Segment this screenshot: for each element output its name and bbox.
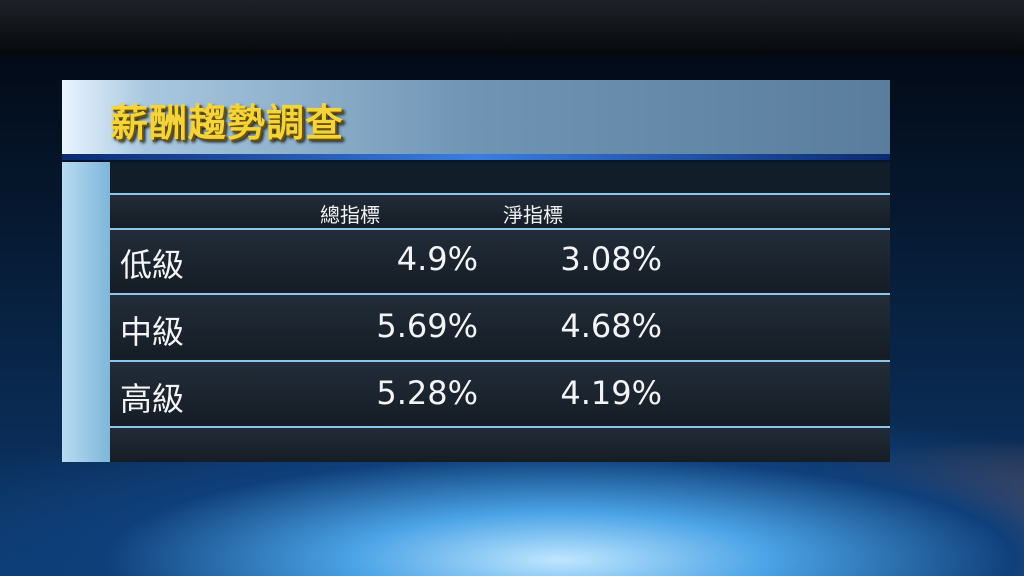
row-label: 中級 bbox=[120, 313, 185, 351]
table-row: 低級 4.9% 3.08% bbox=[110, 228, 890, 292]
net-value: 4.19% bbox=[560, 374, 662, 412]
table-header-row: 總指標 淨指標 bbox=[110, 193, 890, 227]
title-bar: 薪酬趨勢調查 bbox=[62, 80, 890, 154]
table-row: 高級 5.28% 4.19% bbox=[110, 360, 890, 425]
side-strip bbox=[62, 162, 110, 462]
net-value: 4.68% bbox=[560, 307, 662, 345]
panel-title: 薪酬趨勢調查 bbox=[110, 101, 345, 145]
header-total: 總指標 bbox=[320, 203, 380, 227]
background-top-bar bbox=[0, 0, 1024, 55]
total-value: 5.28% bbox=[376, 374, 478, 412]
table-footer-row bbox=[110, 426, 890, 462]
row-label: 高級 bbox=[120, 380, 185, 418]
title-divider bbox=[62, 154, 890, 160]
net-value: 3.08% bbox=[560, 240, 662, 278]
table-row: 中級 5.69% 4.68% bbox=[110, 293, 890, 359]
info-panel: 薪酬趨勢調查 總指標 淨指標 低級 4.9% 3.08% 中級 5.69% 4.… bbox=[62, 80, 890, 462]
header-net: 淨指標 bbox=[503, 203, 563, 227]
total-value: 5.69% bbox=[376, 307, 478, 345]
total-value: 4.9% bbox=[396, 240, 478, 278]
row-label: 低級 bbox=[120, 246, 185, 284]
